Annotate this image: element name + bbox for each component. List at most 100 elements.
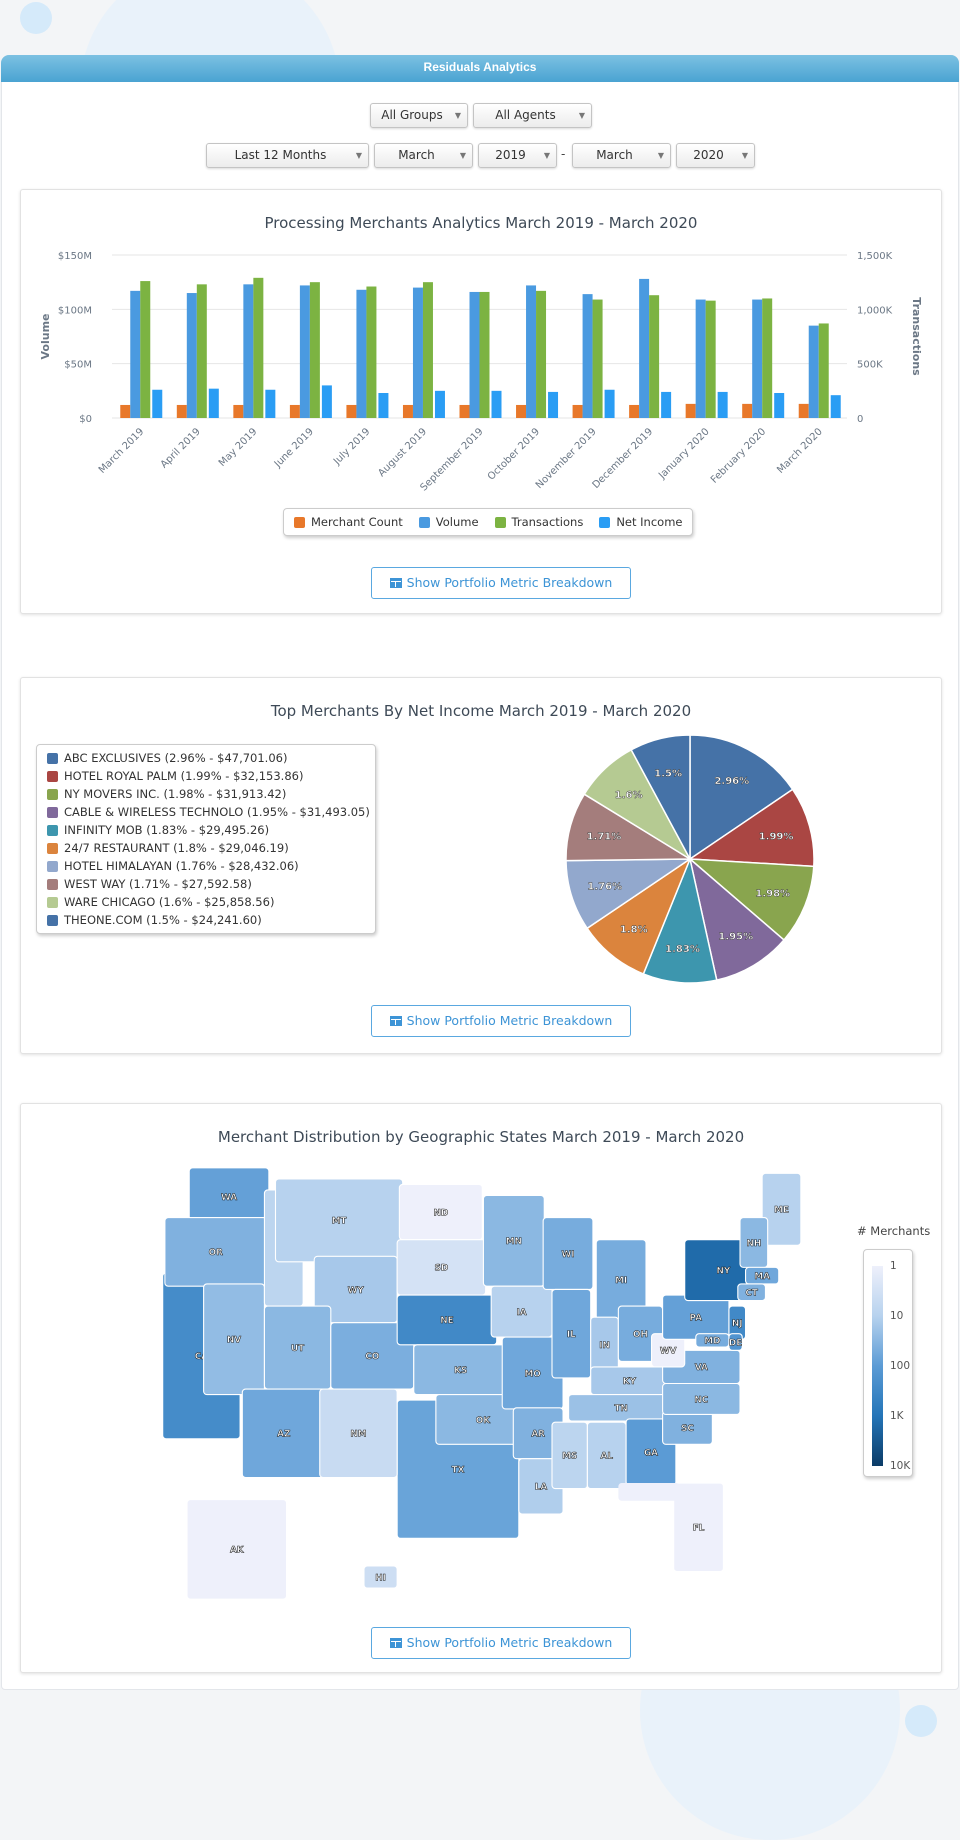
agent-select[interactable]: All Agents ▼: [473, 103, 592, 128]
state-ak: [186, 1499, 288, 1600]
bar-volume: [299, 285, 310, 418]
legend-item[interactable]: WEST WAY (1.71% - $27,592.58): [37, 875, 375, 893]
from-month-select[interactable]: March ▼: [374, 143, 473, 168]
legend-name: WEST WAY: [64, 877, 126, 891]
legend-value: $28,432.06: [228, 859, 295, 873]
legend-item[interactable]: Net Income: [599, 515, 682, 529]
pie-slice: [687, 788, 815, 868]
state-fl: [673, 1482, 724, 1573]
legend-item[interactable]: CABLE & WIRELESS TECHNOLO (1.95% - $31,4…: [37, 803, 375, 821]
to-year-value: 2020: [693, 148, 724, 162]
legend-value: $47,701.06: [217, 751, 283, 765]
legend-item[interactable]: ABC EXCLUSIVES (2.96% - $47,701.06): [37, 749, 375, 767]
merchants-analytics-card: Processing Merchants Analytics March 201…: [20, 189, 942, 614]
from-year-select[interactable]: 2019 ▼: [478, 143, 557, 168]
bar-merchant-count: [516, 404, 527, 418]
table-icon: [389, 1638, 402, 1648]
state-label: MD: [704, 1337, 720, 1347]
chevron-down-icon: ▼: [657, 151, 664, 160]
bar-volume: [582, 294, 593, 418]
legend-value: $31,493.05: [299, 805, 366, 819]
group-select[interactable]: All Groups ▼: [370, 103, 468, 128]
legend-item[interactable]: NY MOVERS INC. (1.98% - $31,913.42): [37, 785, 375, 803]
legend-swatch: [47, 914, 58, 926]
y-tick-label: $100M: [58, 305, 92, 316]
state-me: [761, 1172, 802, 1246]
bar-merchant-count: [685, 403, 696, 418]
decor-circle: [905, 1705, 937, 1737]
show-breakdown-button[interactable]: Show Portfolio Metric Breakdown: [371, 567, 631, 599]
legend-name: 24/7 RESTAURANT: [64, 841, 170, 855]
period-select-value: Last 12 Months: [234, 148, 327, 162]
legend-name: HOTEL HIMALAYAN: [64, 859, 173, 873]
bar-net-income: [604, 389, 615, 418]
bar-volume: [186, 293, 197, 418]
x-tick-label: October 2019: [486, 426, 542, 482]
y-right-tick-label: 1,500K: [857, 251, 893, 262]
legend-value: $24,241.60: [191, 913, 258, 927]
to-month-select[interactable]: March ▼: [572, 143, 671, 168]
legend-item[interactable]: Merchant Count: [294, 515, 403, 529]
state-label: WV: [660, 1347, 677, 1357]
legend-name: NY MOVERS INC.: [64, 787, 160, 801]
slice-label: 1.95%: [718, 932, 753, 943]
state-label: NV: [227, 1336, 241, 1346]
state-label: AK: [230, 1546, 245, 1556]
table-icon: [389, 1016, 402, 1026]
legend-item[interactable]: HOTEL ROYAL PALM (1.99% - $32,153.86): [37, 767, 375, 785]
legend-percent: 2.96%: [169, 751, 206, 765]
state-label: MT: [332, 1217, 347, 1227]
legend-name: WARE CHICAGO: [64, 895, 156, 909]
bar-merchant-count: [120, 404, 131, 418]
state-label: WA: [221, 1193, 237, 1203]
legend-item[interactable]: HOTEL HIMALAYAN (1.76% - $28,432.06): [37, 857, 375, 875]
states-layer: TXCAWAORNVIDMTWYUTCOAZNMNDSDNEKSOKMNIAMO…: [162, 1167, 802, 1600]
state-label: SD: [435, 1264, 449, 1274]
bar-transactions: [705, 300, 716, 418]
legend-item[interactable]: 24/7 RESTAURANT (1.8% - $29,046.19): [37, 839, 375, 857]
state-label: MO: [524, 1369, 541, 1379]
show-breakdown-button[interactable]: Show Portfolio Metric Breakdown: [371, 1627, 631, 1659]
bar-net-income: [434, 390, 445, 418]
period-select[interactable]: Last 12 Months ▼: [206, 143, 369, 168]
state-label: WY: [348, 1286, 365, 1296]
state-fl-panhandle: [618, 1483, 680, 1501]
slice-label: 1.6%: [615, 790, 643, 801]
state-label: VA: [695, 1363, 708, 1373]
legend-label: Merchant Count: [311, 515, 403, 529]
bar-volume: [808, 325, 819, 418]
bar-net-income: [717, 391, 728, 418]
legend-label: Volume: [435, 515, 479, 529]
bar-merchant-count: [289, 404, 300, 418]
legend-name: CABLE & WIRELESS TECHNOLO: [64, 805, 244, 819]
state-label: NH: [746, 1239, 761, 1249]
bar-net-income: [265, 389, 276, 418]
pie-chart: 2.96% 1.99% 1.98% 1.95% 1.83% 1.8% 1.76% 1.71% 1…: [565, 734, 815, 984]
legend-item[interactable]: THEONE.COM (1.5% - $24,241.60): [37, 911, 375, 929]
state-label: IN: [599, 1341, 610, 1351]
legend-item[interactable]: INFINITY MOB (1.83% - $29,495.26): [37, 821, 375, 839]
button-label: Show Portfolio Metric Breakdown: [406, 1013, 613, 1028]
legend-value: $32,153.86: [233, 769, 299, 783]
bar-transactions: [366, 286, 377, 418]
legend-item[interactable]: Transactions: [494, 515, 583, 529]
legend-item[interactable]: WARE CHICAGO (1.6% - $25,858.56): [37, 893, 375, 911]
chevron-down-icon: ▼: [741, 151, 748, 160]
to-year-select[interactable]: 2020 ▼: [676, 143, 755, 168]
legend-swatch: [47, 860, 58, 872]
bar-merchant-count: [629, 404, 640, 418]
state-label: HI: [375, 1573, 386, 1583]
legend-item[interactable]: Volume: [418, 515, 479, 529]
legend-swatch: [47, 806, 58, 818]
legend-tick: 100: [890, 1360, 911, 1372]
legend-swatch: [47, 824, 58, 836]
show-breakdown-button[interactable]: Show Portfolio Metric Breakdown: [371, 1005, 631, 1037]
bar-transactions: [140, 281, 151, 418]
state-label: PA: [690, 1313, 703, 1323]
state-label: CO: [365, 1352, 379, 1362]
x-tick-label: May 2019: [217, 426, 260, 469]
state-label: IA: [517, 1308, 527, 1318]
state-label: NJ: [732, 1319, 743, 1329]
state-label: IL: [567, 1330, 576, 1340]
legend-percent: 1.95%: [251, 805, 289, 819]
